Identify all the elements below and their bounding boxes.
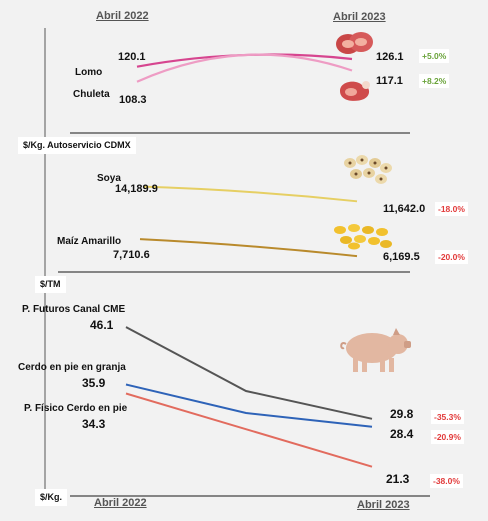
start-value-soya: 14,189.9 <box>115 183 158 195</box>
end-value-futuros: 29.8 <box>390 407 414 421</box>
change-badge-futuros: -35.3% <box>431 410 464 424</box>
end-value-granja: 28.4 <box>390 427 414 441</box>
bottom-right-date: Abril 2023 <box>357 499 410 511</box>
pork-chop-icon <box>340 81 370 101</box>
end-value-maiz: 6,169.5 <box>383 251 420 263</box>
change-badge-chuleta: +8.2% <box>419 74 450 88</box>
meat-steak-icon <box>336 32 373 54</box>
line-chuleta <box>136 53 353 83</box>
pig-icon <box>340 328 411 372</box>
soybeans-icon <box>344 155 392 184</box>
end-value-soya: 11,642.0 <box>383 203 426 215</box>
change-badge-granja: -20.9% <box>431 430 464 444</box>
series-name-soya: Soya <box>97 173 121 184</box>
series-name-futuros: P. Futuros Canal CME <box>22 304 126 315</box>
start-value-granja: 35.9 <box>82 376 106 390</box>
corn-kernels-icon <box>334 224 392 250</box>
series-name-maiz: Maíz Amarillo <box>57 236 122 247</box>
series-name-fisico: P. Físico Cerdo en pie <box>24 403 128 414</box>
pork-unit-label: $/Kg. <box>35 489 68 506</box>
series-name-chuleta: Chuleta <box>73 89 110 100</box>
retail-unit-label: $/Kg. Autoservicio CDMX <box>18 137 136 154</box>
line-futuros <box>125 326 373 420</box>
change-badge-fisico: -38.0% <box>430 474 463 488</box>
line-maiz <box>139 238 358 258</box>
start-value-maiz: 7,710.6 <box>113 249 150 261</box>
line-soya <box>142 185 358 203</box>
start-value-fisico: 34.3 <box>82 417 106 431</box>
start-value-chuleta: 108.3 <box>119 94 147 106</box>
top-left-date: Abril 2022 <box>96 10 149 22</box>
start-value-futuros: 46.1 <box>90 318 114 332</box>
bottom-left-date: Abril 2022 <box>94 497 147 509</box>
line-granja <box>125 383 373 428</box>
grain-unit-label: $/TM <box>35 276 66 293</box>
top-right-date: Abril 2023 <box>333 11 386 23</box>
change-badge-lomo: +5.0% <box>419 49 450 63</box>
line-fisico <box>125 392 373 468</box>
end-value-fisico: 21.3 <box>386 472 410 486</box>
series-name-granja: Cerdo en pie en granja <box>18 362 126 373</box>
end-value-chuleta: 117.1 <box>376 75 403 87</box>
series-name-lomo: Lomo <box>75 67 103 78</box>
start-value-lomo: 120.1 <box>118 51 146 63</box>
change-badge-maiz: -20.0% <box>435 250 468 264</box>
change-badge-soya: -18.0% <box>435 202 468 216</box>
series-lines <box>125 53 373 468</box>
end-value-lomo: 126.1 <box>376 51 404 63</box>
